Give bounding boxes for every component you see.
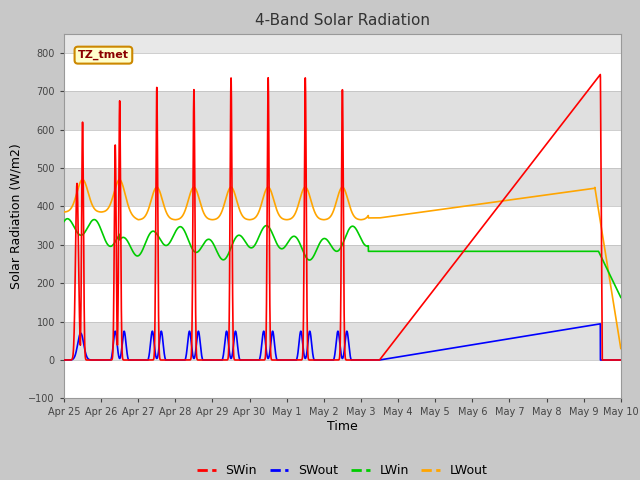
Bar <box>64 53 621 91</box>
Bar <box>64 322 621 360</box>
Bar <box>64 91 621 130</box>
Bar <box>64 283 621 322</box>
Bar <box>64 206 621 245</box>
Legend: SWin, SWout, LWin, LWout: SWin, SWout, LWin, LWout <box>192 459 493 480</box>
Text: TZ_tmet: TZ_tmet <box>78 50 129 60</box>
Bar <box>64 130 621 168</box>
Bar <box>64 245 621 283</box>
Bar <box>64 168 621 206</box>
Title: 4-Band Solar Radiation: 4-Band Solar Radiation <box>255 13 430 28</box>
X-axis label: Time: Time <box>327 420 358 433</box>
Y-axis label: Solar Radiation (W/m2): Solar Radiation (W/m2) <box>10 143 23 289</box>
Bar <box>64 360 621 398</box>
